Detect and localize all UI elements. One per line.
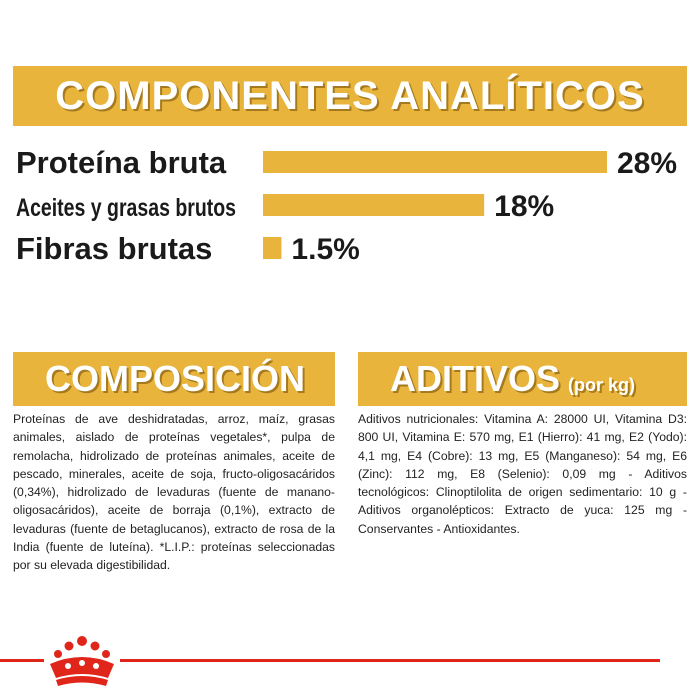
additives-title: ADITIVOS — [390, 358, 561, 399]
composition-text: Proteínas de ave deshidratadas, arroz, m… — [13, 412, 335, 573]
nutrient-label: Proteína bruta — [16, 145, 227, 180]
nutrient-value-label: 28% — [617, 147, 677, 180]
analytic-components-chart: Proteína bruta 28% Aceites y grasas brutos… — [16, 145, 677, 266]
nutrient-bar — [263, 151, 607, 173]
nutrient-label: Fibras brutas — [16, 231, 212, 266]
royal-canin-crown-icon — [50, 636, 114, 686]
composition-banner: COMPOSICIÓN — [13, 352, 335, 406]
analytic-components-title: COMPONENTES ANALÍTICOS — [55, 73, 645, 118]
nutrient-label: Aceites y grasas brutos — [16, 194, 236, 222]
additives-subtitle: (por kg) — [568, 374, 636, 395]
nutrient-value-label: 18% — [494, 190, 554, 223]
footer-red-line-left — [0, 659, 44, 662]
nutrient-bar — [263, 194, 485, 216]
additives-banner: ADITIVOS (por kg) — [358, 352, 687, 406]
nutrient-bar — [263, 237, 282, 259]
footer-red-line-right — [120, 659, 660, 662]
composition-title: COMPOSICIÓN — [45, 358, 306, 399]
footer — [0, 632, 700, 692]
additives-text: Aditivos nutricionales: Vitamina A: 2800… — [358, 412, 687, 536]
analytic-components-banner: COMPONENTES ANALÍTICOS — [13, 66, 687, 126]
nutrient-value-label: 1.5% — [291, 233, 359, 266]
